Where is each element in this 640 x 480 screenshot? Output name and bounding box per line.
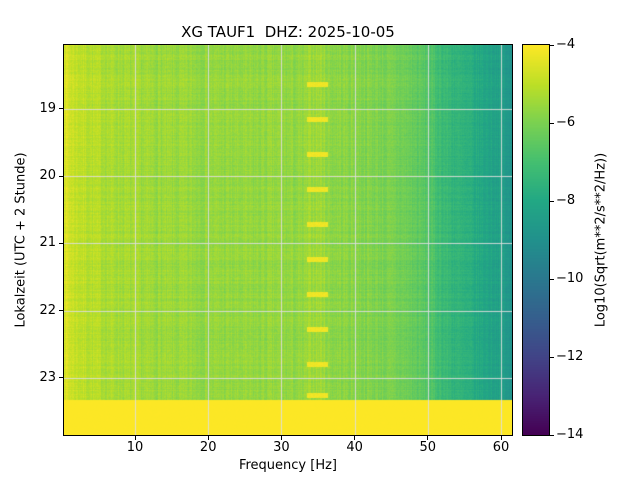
y-tick-label: 23 (39, 369, 56, 385)
x-tick-label: 60 (492, 440, 510, 455)
colorbar-tick-label: −8 (556, 193, 576, 208)
x-tick-mark (280, 436, 282, 440)
colorbar-tick-label: −14 (556, 427, 584, 442)
chart-title: XG TAUF1 DHZ: 2025-10-05 (181, 23, 395, 41)
y-tick-label: 19 (39, 100, 56, 116)
x-tick-label: 20 (199, 440, 217, 455)
colorbar-label: Log10(Sqrt(m**2/s**2/Hz)) (593, 152, 609, 328)
x-tick-label: 10 (126, 440, 144, 455)
y-tick-label: 20 (39, 168, 56, 184)
colorbar-tick-mark (550, 44, 554, 46)
y-tick-mark (59, 108, 63, 110)
y-tick-mark (59, 377, 63, 379)
x-tick-mark (427, 436, 429, 440)
y-tick-mark (59, 310, 63, 312)
colorbar-tick-mark (550, 356, 554, 358)
y-tick-label: 21 (39, 235, 56, 251)
colorbar-tick-mark (550, 200, 554, 202)
y-tick-mark (59, 242, 63, 244)
colorbar-tick-mark (550, 278, 554, 280)
colorbar-tick-mark (550, 122, 554, 124)
colorbar-tick-label: −12 (556, 349, 584, 364)
colorbar (522, 44, 550, 436)
colorbar-tick-label: −4 (556, 37, 576, 52)
x-tick-mark (207, 436, 209, 440)
y-tick-label: 22 (39, 302, 56, 318)
y-tick-mark (59, 175, 63, 177)
x-tick-mark (134, 436, 136, 440)
colorbar-tick-label: −10 (556, 271, 584, 286)
colorbar-tick-label: −6 (556, 115, 576, 130)
x-axis-label: Frequency [Hz] (238, 458, 338, 473)
x-tick-label: 50 (419, 440, 437, 455)
x-tick-mark (500, 436, 502, 440)
spectrogram-canvas (64, 45, 512, 435)
colorbar-tick-mark (550, 434, 554, 436)
x-tick-label: 30 (273, 440, 290, 455)
colorbar-canvas (523, 45, 549, 435)
x-tick-label: 40 (346, 440, 363, 455)
plot-area (63, 44, 513, 436)
x-tick-mark (354, 436, 356, 440)
